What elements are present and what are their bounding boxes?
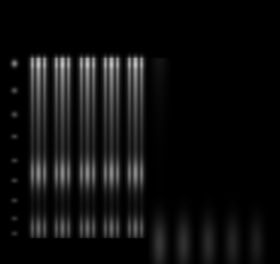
Text: 2: 2	[49, 3, 55, 12]
Text: M: M	[8, 3, 16, 12]
Text: 3: 3	[69, 3, 74, 12]
Text: 7: 7	[148, 3, 154, 12]
Text: 9: 9	[189, 3, 195, 12]
Text: 5: 5	[108, 3, 113, 12]
Text: 10: 10	[207, 3, 219, 12]
Text: 4: 4	[88, 3, 94, 12]
Text: 8: 8	[168, 3, 174, 12]
Text: 1: 1	[29, 3, 35, 12]
Text: 6: 6	[129, 3, 134, 12]
